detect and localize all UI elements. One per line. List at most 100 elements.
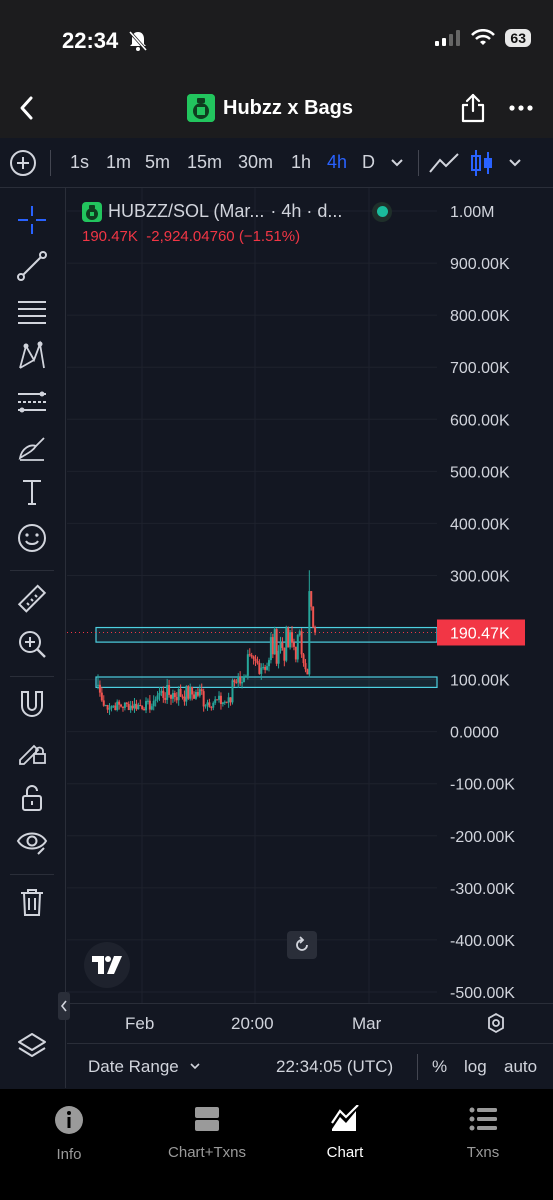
candle-body: [170, 694, 172, 699]
candle-body: [181, 696, 184, 698]
tab-txns[interactable]: Txns: [423, 1105, 543, 1161]
candle-body: [125, 702, 128, 704]
unlock-icon[interactable]: [16, 782, 48, 814]
tab-info[interactable]: Info: [9, 1105, 129, 1163]
chart-bottom-bar: Date Range 22:34:05 (UTC) % log auto: [67, 1043, 553, 1089]
split-view-icon: [195, 1107, 219, 1131]
divider: [50, 150, 51, 176]
candle-body: [164, 697, 167, 700]
collapse-toolbar-handle[interactable]: [58, 992, 70, 1020]
candle-body: [112, 705, 115, 707]
trend-line-icon[interactable]: [16, 250, 48, 282]
candle-body: [296, 635, 299, 660]
divider: [10, 676, 54, 677]
candle-body: [225, 701, 228, 703]
candlestick-chart-type-icon[interactable]: [470, 148, 494, 178]
candle-body: [310, 591, 313, 607]
chart-icon: [331, 1104, 359, 1131]
emoji-tool-icon[interactable]: [16, 522, 48, 554]
candle-body: [239, 677, 242, 684]
brush-tool-icon[interactable]: [16, 432, 48, 464]
utc-clock[interactable]: 22:34:05 (UTC): [276, 1057, 394, 1076]
timeframe-1d[interactable]: D: [362, 152, 375, 172]
candle-body: [223, 701, 226, 703]
eye-visibility-icon[interactable]: [16, 826, 48, 858]
zoom-in-icon[interactable]: [16, 628, 48, 660]
candle-body: [108, 708, 111, 710]
candle-body: [179, 688, 182, 697]
timeframe-5m[interactable]: 5m: [145, 152, 171, 172]
candle-body: [158, 693, 161, 696]
line-chart-type-icon[interactable]: [428, 150, 460, 176]
add-indicator-icon[interactable]: [10, 150, 36, 176]
layers-icon[interactable]: [16, 1030, 48, 1062]
tab-chart-txns[interactable]: Chart+Txns: [147, 1105, 267, 1161]
timeframe-1h[interactable]: 1h: [291, 152, 312, 172]
crosshair-icon[interactable]: [16, 204, 48, 236]
tradingview-logo-icon[interactable]: [84, 942, 130, 988]
tab-label: Chart+Txns: [168, 1144, 246, 1161]
candle-body: [267, 660, 270, 667]
candle-body: [102, 700, 105, 706]
price-axis-label: 500.00K: [450, 464, 510, 481]
lock-drawings-icon[interactable]: [16, 734, 48, 766]
candle-body: [219, 695, 222, 705]
candle-body: [202, 691, 205, 707]
magnet-icon[interactable]: [16, 688, 48, 720]
date-range-button[interactable]: Date Range: [88, 1057, 179, 1076]
candle-body: [233, 680, 236, 683]
timeframe-4h[interactable]: 4h: [327, 152, 348, 172]
candle-body: [187, 686, 190, 699]
legend-symbol[interactable]: HUBZZ/SOL (Mar...: [108, 201, 265, 221]
timeframe-1s[interactable]: 1s: [70, 152, 90, 172]
candle-body: [114, 705, 117, 711]
tab-chart[interactable]: Chart: [285, 1104, 405, 1161]
bell-muted-icon: [128, 31, 148, 51]
candle-body: [173, 693, 176, 698]
timeframe-15m[interactable]: 15m: [187, 152, 223, 172]
timeframe-dropdown-chevron-icon[interactable]: [390, 158, 404, 168]
price-axis-label: 100.00K: [450, 673, 510, 690]
projection-tool-icon[interactable]: [16, 386, 48, 418]
share-icon[interactable]: [460, 93, 486, 123]
legend-interval[interactable]: · 4h · d...: [270, 201, 343, 221]
wifi-icon: [471, 29, 496, 45]
timeframe-1m[interactable]: 1m: [106, 152, 132, 172]
back-chevron-icon[interactable]: [14, 94, 42, 122]
axis-settings-icon[interactable]: [485, 1012, 507, 1034]
candle-body: [221, 702, 224, 705]
candle-body: [206, 702, 209, 706]
fib-retracement-icon[interactable]: [16, 296, 48, 328]
timeframe-30m[interactable]: 30m: [238, 152, 274, 172]
candle-body: [300, 631, 303, 655]
candle-body: [237, 677, 240, 683]
text-tool-icon[interactable]: [16, 476, 48, 508]
candle-body: [146, 700, 149, 702]
percent-toggle[interactable]: %: [432, 1057, 448, 1076]
time-label: 20:00: [231, 1014, 274, 1033]
chart-type-dropdown-chevron-icon[interactable]: [508, 158, 522, 168]
pattern-tool-icon[interactable]: [16, 340, 48, 372]
price-chart[interactable]: 1.00M 900.00K 800.00K 700.00K 600.00K 500.00K…: [67, 188, 553, 1003]
candle-body: [229, 697, 232, 703]
candle-body: [148, 700, 151, 710]
date-range-chevron-icon[interactable]: [189, 1062, 201, 1070]
candle-body: [246, 654, 249, 676]
candle-body: [116, 701, 119, 711]
more-options-icon[interactable]: [508, 96, 534, 120]
current-price-label: 190.47K: [450, 625, 510, 642]
price-axis-label: 900.00K: [450, 256, 510, 273]
time-axis[interactable]: Feb 20:00 Mar: [67, 1003, 553, 1043]
candle-body: [177, 688, 180, 701]
reset-chart-button[interactable]: [287, 931, 317, 959]
candle-body: [285, 627, 288, 661]
candle-body: [306, 669, 309, 675]
ruler-icon[interactable]: [16, 584, 48, 616]
trash-icon[interactable]: [16, 886, 48, 918]
divider: [10, 874, 54, 875]
candle-body: [110, 706, 113, 709]
candle-body: [104, 705, 107, 707]
auto-scale-toggle[interactable]: auto: [504, 1057, 538, 1076]
live-status-indicator[interactable]: [372, 201, 393, 222]
log-toggle[interactable]: log: [464, 1057, 487, 1076]
